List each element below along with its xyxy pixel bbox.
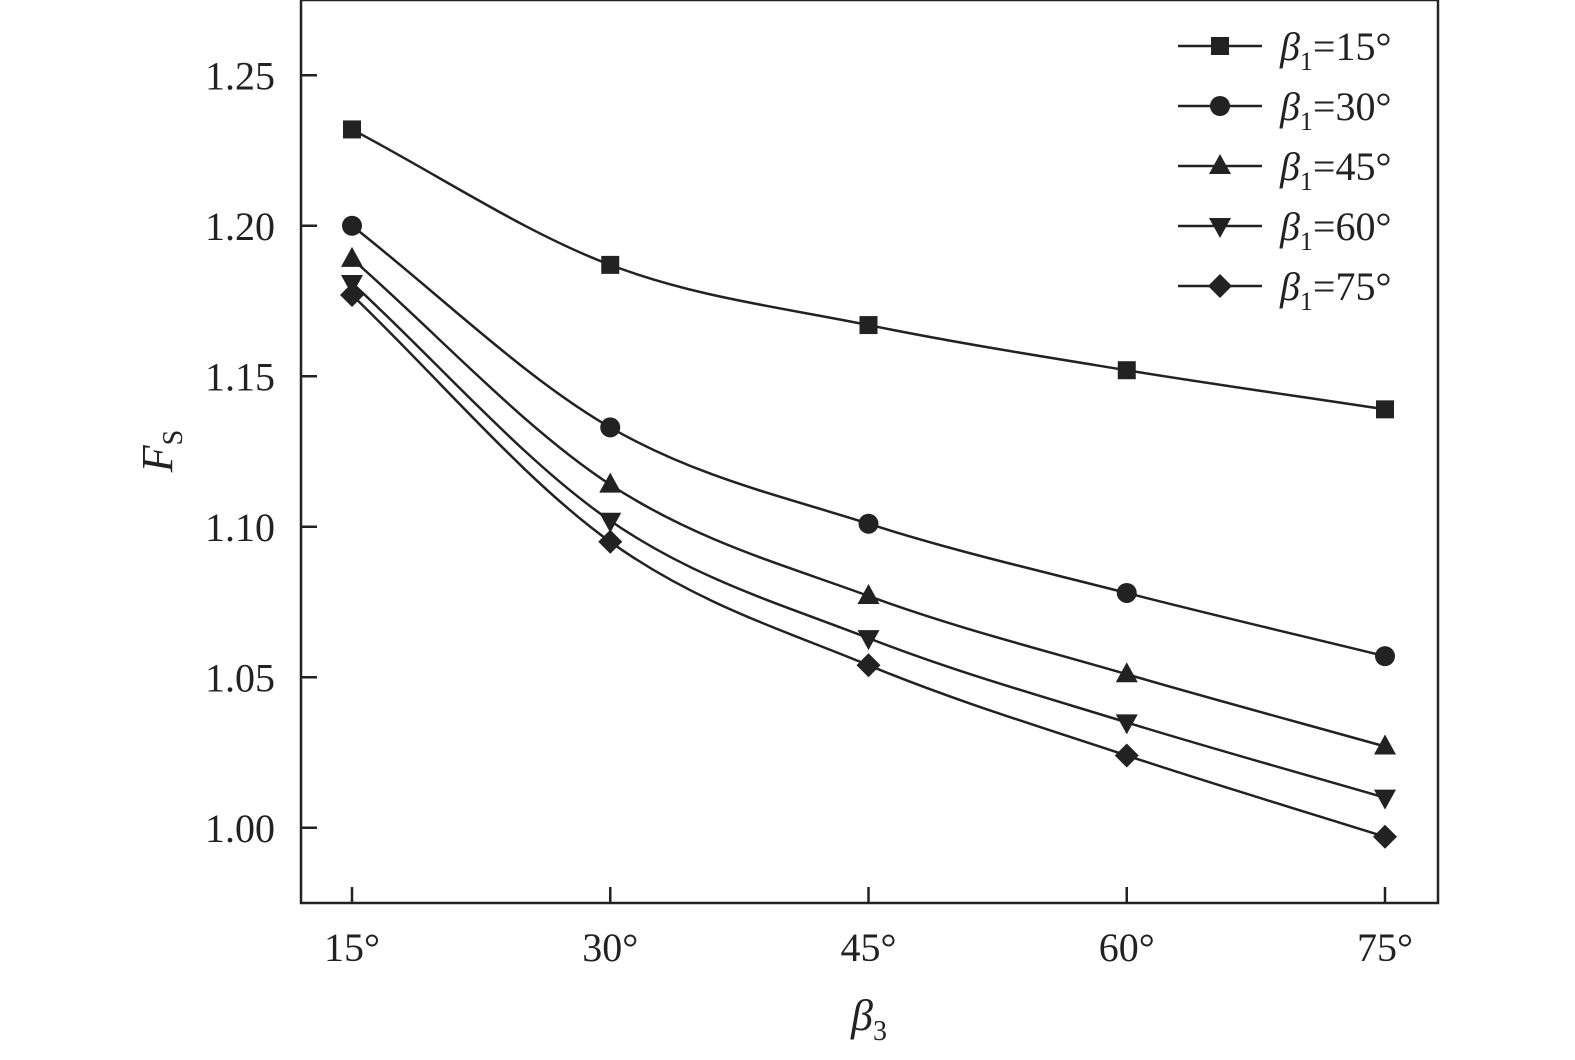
data-point	[340, 282, 364, 307]
legend-label-suffix: =45°	[1313, 144, 1392, 189]
legend-marker	[1209, 218, 1231, 238]
x-axis-title-subscript: 3	[873, 1016, 887, 1047]
data-point	[599, 472, 622, 493]
legend-item: β1=60°	[1178, 204, 1391, 256]
data-point	[1114, 743, 1139, 768]
series-triangle-up	[341, 246, 1396, 755]
legend-label: β1=30°	[1279, 84, 1391, 136]
data-point	[859, 316, 878, 335]
x-tick-label: 75°	[1357, 925, 1413, 970]
legend-label-suffix: =60°	[1313, 204, 1392, 249]
y-axis-title-symbol: F	[133, 444, 182, 473]
series-triangle-down	[341, 274, 1396, 810]
data-point	[858, 513, 879, 534]
data-point	[1375, 646, 1395, 667]
series-circle	[342, 215, 1395, 667]
y-tick-label: 1.05	[205, 655, 275, 700]
legend-item: β1=45°	[1178, 144, 1391, 196]
y-tick-label: 1.10	[205, 505, 275, 550]
legend: β1=15°β1=30°β1=45°β1=60°β1=75°	[1178, 24, 1391, 316]
data-point	[598, 529, 623, 554]
legend-marker	[1211, 37, 1229, 55]
x-tick-label: 30°	[582, 925, 638, 970]
y-axis-title-subscript: S	[158, 430, 189, 446]
plot-frame	[299, 0, 1440, 905]
data-point	[857, 630, 880, 651]
data-point	[1374, 789, 1396, 810]
y-tick-label: 1.25	[205, 53, 275, 98]
data-point	[342, 215, 362, 236]
legend-marker	[1209, 154, 1231, 174]
legend-label: β1=45°	[1279, 144, 1391, 196]
legend-label: β1=75°	[1279, 264, 1391, 316]
data-point	[1374, 734, 1396, 755]
legend-item: β1=75°	[1178, 264, 1391, 316]
legend-label-subscript: 1	[1300, 107, 1313, 136]
y-axis-ticks: 1.00 1.05 1.10 1.15 1.20 1.25	[205, 53, 317, 851]
data-point	[343, 120, 361, 139]
legend-label-suffix: =30°	[1313, 84, 1392, 129]
y-tick-label: 1.00	[205, 806, 275, 851]
data-point	[857, 583, 880, 604]
x-tick-label: 45°	[841, 925, 897, 970]
series-square	[343, 120, 1394, 419]
data-point	[600, 417, 621, 438]
series-line	[351, 128, 1386, 411]
legend-item: β1=30°	[1178, 84, 1391, 136]
data-point	[1373, 824, 1397, 849]
x-axis-ticks: 15° 30° 45° 60° 75°	[324, 887, 1413, 970]
legend-label-symbol: β	[1279, 84, 1300, 129]
x-tick-label: 15°	[324, 925, 380, 970]
legend-label: β1=15°	[1279, 24, 1391, 76]
series-layer	[340, 120, 1397, 849]
data-point	[1115, 662, 1138, 683]
legend-label-subscript: 1	[1300, 227, 1313, 256]
data-point	[1116, 582, 1137, 603]
legend-label: β1=60°	[1279, 204, 1391, 256]
data-point	[856, 653, 881, 678]
x-tick-label: 60°	[1099, 925, 1155, 970]
x-axis-title: β3	[850, 991, 887, 1047]
legend-label-suffix: =15°	[1313, 24, 1392, 69]
legend-label-symbol: β	[1279, 144, 1300, 189]
data-point	[1117, 361, 1136, 380]
series-line	[351, 294, 1386, 838]
series-diamond	[340, 282, 1397, 849]
series-line	[351, 282, 1386, 799]
data-point	[1376, 400, 1394, 419]
legend-item: β1=15°	[1178, 24, 1391, 76]
legend-marker	[1208, 274, 1232, 298]
legend-label-symbol: β	[1279, 264, 1300, 309]
legend-label-symbol: β	[1279, 204, 1300, 249]
legend-label-suffix: =75°	[1313, 264, 1392, 309]
y-tick-label: 1.15	[205, 354, 275, 399]
legend-marker	[1210, 96, 1230, 116]
y-axis-title: FS	[133, 430, 189, 473]
legend-label-symbol: β	[1279, 24, 1300, 69]
y-tick-label: 1.20	[205, 204, 275, 249]
legend-label-subscript: 1	[1300, 167, 1313, 196]
legend-label-subscript: 1	[1300, 47, 1313, 76]
data-point	[341, 246, 363, 267]
legend-label-subscript: 1	[1300, 287, 1313, 316]
data-point	[599, 512, 622, 533]
x-axis-title-symbol: β	[850, 991, 873, 1040]
data-point	[1115, 714, 1138, 735]
data-point	[601, 255, 620, 274]
